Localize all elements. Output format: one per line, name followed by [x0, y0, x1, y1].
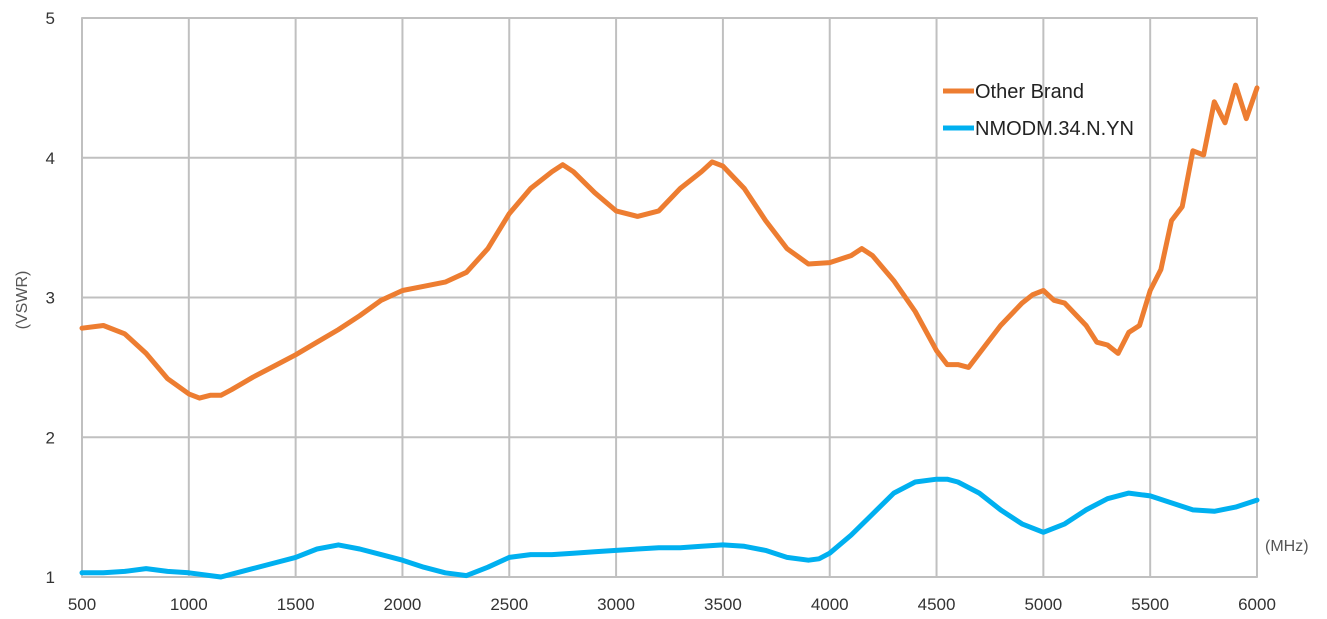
y-tick-label: 4 [46, 149, 55, 168]
x-tick-label: 3000 [597, 595, 635, 614]
y-tick-label: 3 [46, 289, 55, 308]
x-tick-label: 2500 [490, 595, 528, 614]
x-tick-label: 1500 [277, 595, 315, 614]
series-layer [79, 82, 1260, 580]
legend-label-2: NMODM.34.N.YN [975, 118, 1134, 140]
legend: Other Brand NMODM.34.N.YN [943, 81, 1134, 140]
y-tick-label: 2 [46, 428, 55, 447]
x-tick-label: 5000 [1024, 595, 1062, 614]
x-tick-label: 3500 [704, 595, 742, 614]
y-axis-label: (VSWR) [14, 271, 31, 330]
x-tick-label: 2000 [384, 595, 422, 614]
y-tick-label: 1 [46, 568, 55, 587]
series-line-1 [79, 82, 1260, 401]
x-tick-label: 4500 [918, 595, 956, 614]
tick-labels: 500 1000 1500 2000 2500 3000 3500 4000 4500 5000 5… [46, 9, 1276, 614]
legend-label-1: Other Brand [975, 81, 1084, 103]
x-tick-label: 1000 [170, 595, 208, 614]
x-tick-label: 4000 [811, 595, 849, 614]
x-tick-label: 6000 [1238, 595, 1276, 614]
series-line-2 [79, 476, 1260, 580]
x-tick-label: 5500 [1131, 595, 1169, 614]
y-tick-label: 5 [46, 9, 55, 28]
x-axis-label: (MHz) [1265, 538, 1309, 555]
grid [81, 17, 1258, 578]
x-tick-label: 500 [68, 595, 96, 614]
